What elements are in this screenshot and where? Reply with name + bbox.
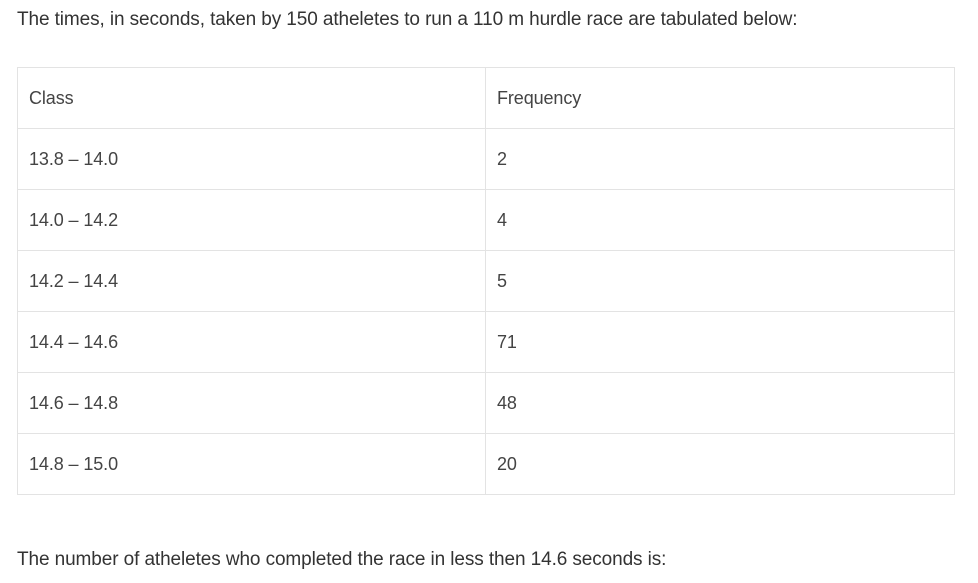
intro-text: The times, in seconds, taken by 150 athe… (17, 9, 798, 30)
table-row: 14.0 – 14.2 4 (17, 189, 955, 251)
table-row: 14.2 – 14.4 5 (17, 250, 955, 312)
frequency-cell: 71 (485, 311, 955, 373)
class-cell: 13.8 – 14.0 (17, 128, 486, 190)
class-cell: 14.4 – 14.6 (17, 311, 486, 373)
header-class: Class (17, 67, 486, 129)
class-cell: 14.2 – 14.4 (17, 250, 486, 312)
frequency-cell: 48 (485, 372, 955, 434)
frequency-cell: 20 (485, 433, 955, 495)
table-row: 13.8 – 14.0 2 (17, 128, 955, 190)
table-row: 14.4 – 14.6 71 (17, 311, 955, 373)
header-frequency: Frequency (485, 67, 955, 129)
frequency-cell: 4 (485, 189, 955, 251)
frequency-table: Class Frequency 13.8 – 14.0 2 14.0 – 14.… (17, 67, 955, 495)
table-row: 14.6 – 14.8 48 (17, 372, 955, 434)
question-text: The number of atheletes who completed th… (17, 549, 667, 570)
frequency-cell: 2 (485, 128, 955, 190)
class-cell: 14.8 – 15.0 (17, 433, 486, 495)
table-header-row: Class Frequency (17, 67, 955, 129)
table-row: 14.8 – 15.0 20 (17, 433, 955, 495)
class-cell: 14.6 – 14.8 (17, 372, 486, 434)
class-cell: 14.0 – 14.2 (17, 189, 486, 251)
frequency-cell: 5 (485, 250, 955, 312)
